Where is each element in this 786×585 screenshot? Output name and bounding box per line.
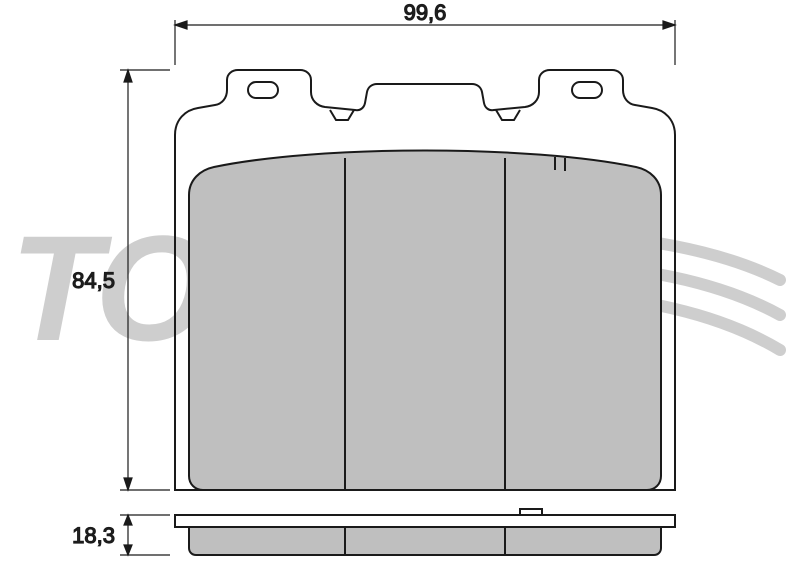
side-view [175,509,675,555]
side-friction [189,527,661,555]
dim-width-label: 99,6 [404,0,447,25]
top-notch-right [496,110,520,120]
mount-hole-right [572,82,602,98]
side-clip [520,509,542,515]
front-view [175,70,675,490]
side-backplate [175,515,675,527]
dim-width: 99,6 [175,0,675,65]
top-notch-left [330,110,354,120]
diagram-svg: TOMEX brakes [0,0,786,585]
mount-hole-left [248,82,278,98]
friction-material [189,151,661,491]
dim-height-label: 84,5 [72,268,115,293]
dim-thickness-label: 18,3 [72,523,115,548]
dim-thickness: 18,3 [72,515,170,555]
diagram-stage: TOMEX brakes [0,0,786,585]
